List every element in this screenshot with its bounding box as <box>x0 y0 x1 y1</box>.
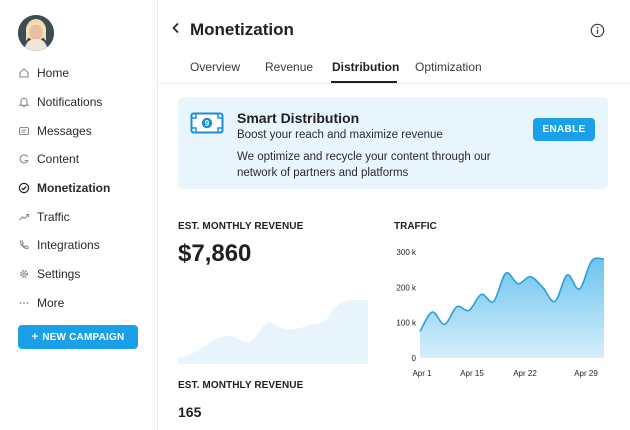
y-tick-label: 0 <box>412 354 417 363</box>
sidebar-item-integrations[interactable]: Integrations <box>18 231 148 260</box>
y-tick-label: 300 k <box>396 248 417 257</box>
x-tick-label: Apr 29 <box>574 369 598 378</box>
sidebar-item-settings[interactable]: Settings <box>18 260 148 289</box>
tab-distribution[interactable]: Distribution <box>332 60 400 74</box>
y-tick-label: 200 k <box>396 283 417 292</box>
home-icon <box>18 67 30 79</box>
sidebar: Home Notifications Messages Content Mone… <box>0 0 158 430</box>
sidebar-item-notifications[interactable]: Notifications <box>18 88 148 117</box>
x-tick-label: Apr 15 <box>460 369 484 378</box>
sidebar-item-label: Monetization <box>37 181 111 196</box>
money-icon: 9 <box>190 112 224 134</box>
traffic-title: TRAFFIC <box>394 221 437 232</box>
header-divider <box>159 83 630 84</box>
x-tick-label: Apr 22 <box>513 369 537 378</box>
trend-icon <box>18 211 30 223</box>
message-icon <box>18 125 30 137</box>
active-tab-indicator <box>331 81 397 83</box>
card-description: We optimize and recycle your content thr… <box>237 151 491 179</box>
tab-overview[interactable]: Overview <box>190 60 241 74</box>
sidebar-item-traffic[interactable]: Traffic <box>18 202 148 231</box>
plus-icon: + <box>31 331 39 343</box>
sidebar-item-more[interactable]: More <box>18 289 148 318</box>
card-subtitle: Boost your reach and maximize revenue <box>237 129 443 141</box>
page-title: Monetization <box>190 20 294 39</box>
sidebar-item-monetization[interactable]: Monetization <box>18 174 148 203</box>
enable-button[interactable]: ENABLE <box>533 118 595 141</box>
traffic-line <box>419 257 605 332</box>
sidebar-item-label: Traffic <box>37 209 70 224</box>
sidebar-nav: Home Notifications Messages Content Mone… <box>18 59 148 317</box>
new-campaign-button[interactable]: + NEW CAMPAIGN <box>18 325 138 349</box>
revenue-value: $7,860 <box>178 240 252 267</box>
traffic-area <box>420 258 604 358</box>
back-button[interactable] <box>168 20 184 40</box>
avatar[interactable] <box>18 15 54 51</box>
chevron-left-icon <box>171 21 181 39</box>
bell-icon <box>18 96 30 108</box>
revenue-label: EST. MONTHLY REVENUE <box>178 221 304 232</box>
more-icon <box>18 297 30 309</box>
tab-revenue[interactable]: Revenue <box>265 60 314 74</box>
phone-icon <box>18 239 30 251</box>
sidebar-item-label: More <box>37 295 65 310</box>
sidebar-item-label: Content <box>37 152 80 167</box>
sidebar-item-label: Settings <box>37 267 81 282</box>
second-revenue-value: 165 <box>178 404 202 420</box>
smart-distribution-card <box>178 97 608 189</box>
sidebar-item-label: Notifications <box>37 95 103 110</box>
new-campaign-label: NEW CAMPAIGN <box>42 331 125 343</box>
content-icon <box>18 153 30 165</box>
second-revenue-label: EST. MONTHLY REVENUE <box>178 380 304 391</box>
sidebar-item-label: Integrations <box>37 238 100 253</box>
info-button[interactable] <box>590 23 605 38</box>
revenue-sparkline <box>178 300 368 364</box>
check-circle-icon <box>18 182 30 194</box>
x-tick-label: Apr 1 <box>412 369 432 378</box>
card-title: Smart Distribution <box>237 110 360 126</box>
tab-optimization[interactable]: Optimization <box>415 60 482 74</box>
gear-icon <box>18 268 30 280</box>
info-icon <box>590 23 605 42</box>
sidebar-item-label: Home <box>37 66 70 81</box>
traffic-chart: 0 100 k 200 k 300 k Apr 1 Apr 15 Apr 22 Apr 29 <box>396 248 605 378</box>
y-tick-label: 100 k <box>396 319 417 328</box>
sidebar-item-messages[interactable]: Messages <box>18 116 148 145</box>
sidebar-item-label: Messages <box>37 123 92 138</box>
sidebar-item-content[interactable]: Content <box>18 145 148 174</box>
money-icon-label: 9 <box>205 119 210 128</box>
sidebar-item-home[interactable]: Home <box>18 59 148 88</box>
